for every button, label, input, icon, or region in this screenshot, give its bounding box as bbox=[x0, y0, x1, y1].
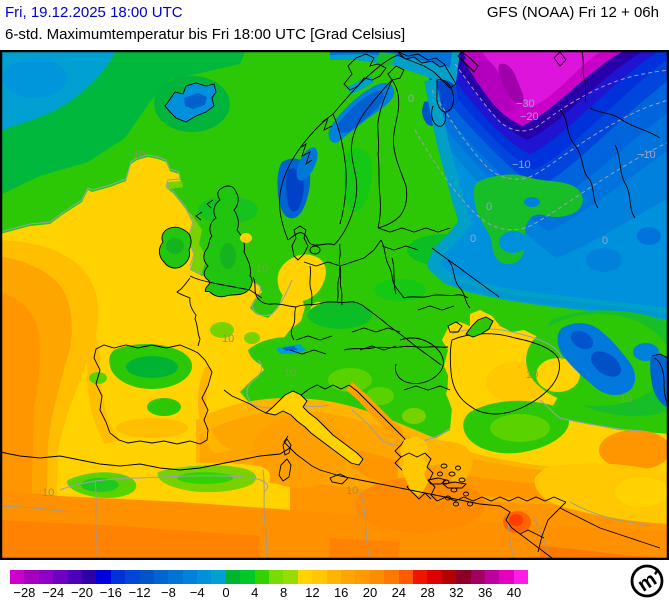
svg-text:10: 10 bbox=[526, 369, 538, 381]
svg-text:10: 10 bbox=[222, 333, 234, 345]
svg-text:−20: −20 bbox=[520, 111, 539, 123]
svg-text:0: 0 bbox=[486, 201, 492, 213]
svg-text:10: 10 bbox=[42, 487, 54, 499]
svg-text:0: 0 bbox=[408, 93, 414, 105]
svg-text:10: 10 bbox=[346, 485, 358, 497]
svg-text:10: 10 bbox=[133, 149, 145, 161]
svg-text:10: 10 bbox=[256, 263, 268, 275]
svg-text:−10: −10 bbox=[637, 149, 656, 161]
svg-text:0: 0 bbox=[602, 235, 608, 247]
svg-text:0: 0 bbox=[470, 233, 476, 245]
svg-text:10: 10 bbox=[284, 367, 296, 379]
svg-text:10: 10 bbox=[620, 393, 632, 405]
svg-text:−10: −10 bbox=[512, 159, 531, 171]
svg-text:−30: −30 bbox=[516, 98, 535, 110]
